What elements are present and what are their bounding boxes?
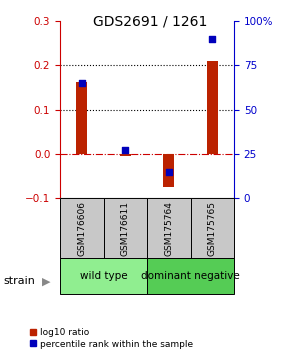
Text: GDS2691 / 1261: GDS2691 / 1261: [93, 14, 207, 28]
Text: strain: strain: [3, 276, 35, 286]
Point: [166, 169, 171, 175]
Bar: [60, 258, 147, 294]
Bar: [120, 154, 131, 156]
Bar: [103, 198, 147, 258]
Text: GSM175764: GSM175764: [164, 201, 173, 256]
Text: ▶: ▶: [42, 276, 51, 286]
Text: GSM176606: GSM176606: [77, 201, 86, 256]
Bar: [76, 82, 87, 154]
Point: [123, 148, 128, 153]
Text: dominant negative: dominant negative: [141, 271, 240, 281]
Legend: log10 ratio, percentile rank within the sample: log10 ratio, percentile rank within the …: [28, 327, 194, 349]
Text: GSM175765: GSM175765: [208, 201, 217, 256]
Point: [210, 36, 215, 42]
Point: [79, 80, 84, 86]
Bar: [190, 198, 234, 258]
Text: GSM176611: GSM176611: [121, 201, 130, 256]
Text: wild type: wild type: [80, 271, 127, 281]
Bar: [147, 258, 234, 294]
Bar: [60, 198, 103, 258]
Bar: [207, 61, 218, 154]
Bar: [163, 154, 174, 187]
Bar: [147, 198, 190, 258]
